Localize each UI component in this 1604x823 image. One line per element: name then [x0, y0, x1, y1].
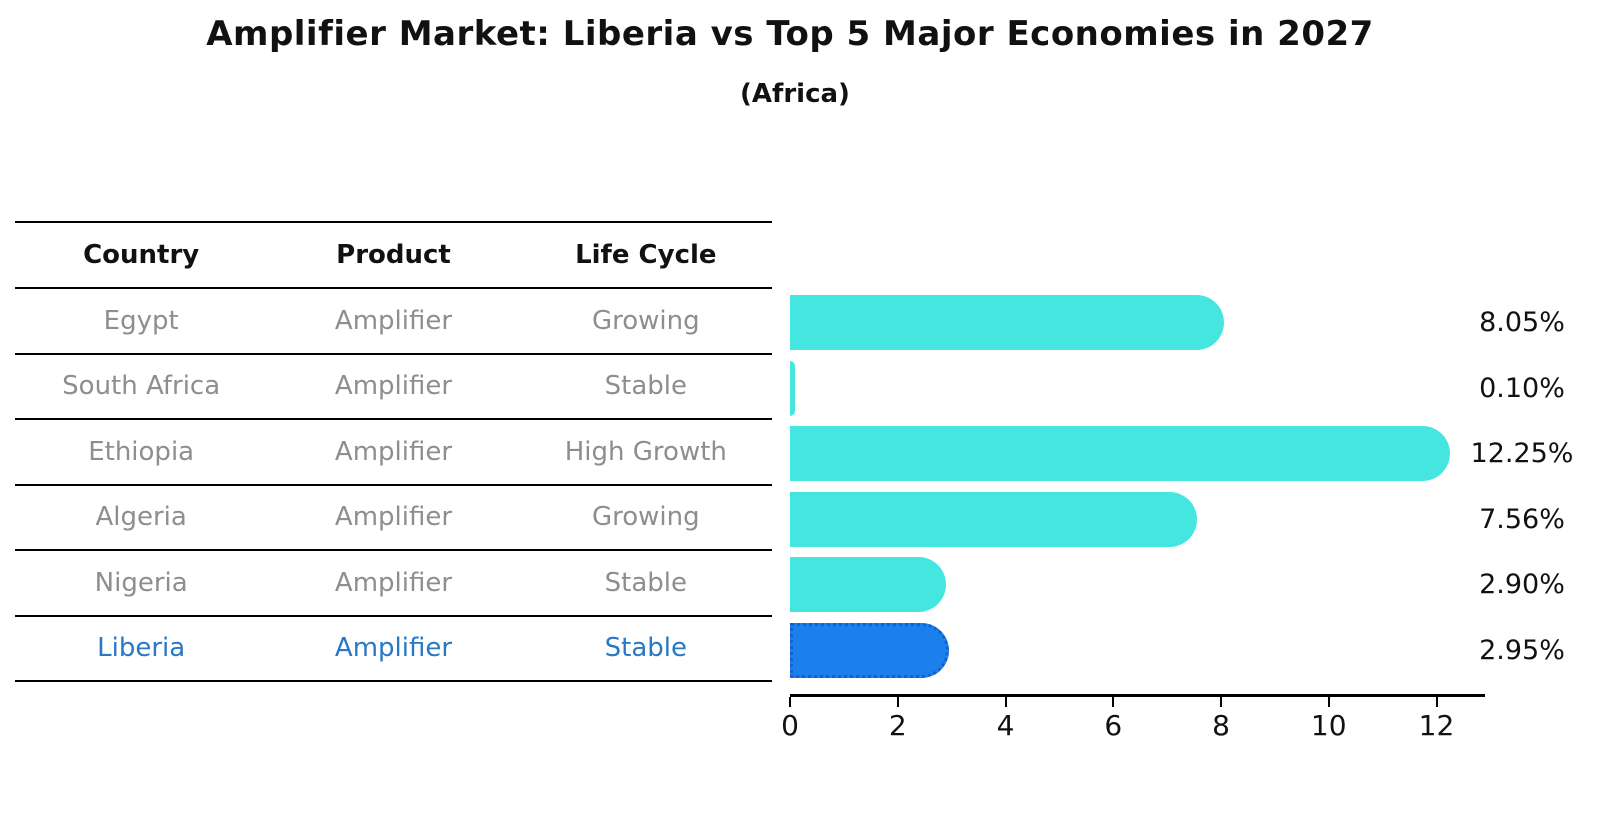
product-cell: Amplifier: [334, 567, 453, 598]
bar-row: [790, 290, 1485, 356]
x-tick-mark: [896, 697, 899, 707]
bar-liberia-highlighted: [790, 622, 949, 678]
x-tick-label: 4: [996, 709, 1015, 742]
column-header-country: Country: [83, 240, 200, 270]
country-cell: Egypt: [103, 305, 179, 336]
column-header-lifecycle: Life Cycle: [575, 240, 717, 270]
x-tick-label: 0: [781, 709, 799, 742]
country-table: Country Product Life Cycle Egypt Amplifi…: [15, 221, 772, 682]
x-axis-line: [790, 694, 1485, 697]
lifecycle-cell: Stable: [604, 371, 687, 402]
bar-algeria: [790, 491, 1198, 547]
bar-row: [790, 618, 1485, 684]
x-tick-label: 12: [1418, 709, 1455, 742]
product-cell: Amplifier: [334, 305, 453, 336]
table-header-row: Country Product Life Cycle: [15, 221, 772, 289]
value-label-egypt: 8.05%: [1479, 307, 1565, 339]
x-tick-label: 8: [1212, 709, 1230, 742]
page-subtitle: (Africa): [740, 79, 850, 109]
x-tick-label: 6: [1104, 709, 1123, 742]
x-tick-label: 10: [1310, 709, 1347, 742]
product-cell: Amplifier: [334, 436, 453, 467]
bar-row: [790, 421, 1485, 487]
country-cell: Ethiopia: [88, 436, 195, 467]
product-cell: Amplifier: [334, 371, 453, 402]
value-label-south-africa: 0.10%: [1479, 372, 1565, 404]
country-cell: Algeria: [95, 502, 187, 533]
x-tick-mark: [1220, 697, 1222, 707]
x-tick-label: 2: [888, 709, 907, 742]
bar-nigeria: [790, 557, 947, 613]
column-header-product: Product: [336, 240, 451, 270]
table-row-south-africa: South Africa Amplifier Stable: [15, 355, 772, 420]
value-label-algeria: 7.56%: [1479, 503, 1565, 535]
x-tick-mark: [1112, 697, 1115, 707]
x-tick-mark: [789, 697, 791, 707]
value-label-column: 8.05% 0.10% 12.25% 7.56% 2.90% 2.95%: [1462, 290, 1582, 683]
country-cell: South Africa: [62, 371, 221, 402]
bar-egypt: [790, 295, 1224, 351]
table-row-liberia-highlighted: Liberia Amplifier Stable: [15, 617, 772, 682]
page-title: Amplifier Market: Liberia vs Top 5 Major…: [206, 14, 1374, 54]
x-tick-mark: [1435, 697, 1438, 707]
bar-row: [790, 487, 1485, 553]
country-cell: Liberia: [97, 633, 186, 664]
value-label-liberia: 2.95%: [1479, 634, 1565, 666]
bar-ethiopia: [790, 426, 1450, 482]
value-label-ethiopia: 12.25%: [1470, 438, 1574, 470]
product-cell: Amplifier: [334, 502, 453, 533]
x-tick-mark: [1004, 697, 1007, 707]
bar-row: [790, 552, 1485, 618]
table-row-ethiopia: Ethiopia Amplifier High Growth: [15, 420, 772, 486]
bar-row: [790, 356, 1485, 422]
lifecycle-cell: Growing: [591, 305, 700, 336]
lifecycle-cell: Stable: [604, 633, 687, 664]
lifecycle-cell: Stable: [604, 567, 687, 598]
lifecycle-cell: High Growth: [564, 436, 727, 467]
product-cell: Amplifier: [334, 633, 453, 664]
table-row-egypt: Egypt Amplifier Growing: [15, 289, 772, 355]
bar-chart: [790, 290, 1485, 683]
table-row-algeria: Algeria Amplifier Growing: [15, 486, 772, 551]
country-cell: Nigeria: [94, 567, 188, 598]
table-row-nigeria: Nigeria Amplifier Stable: [15, 551, 772, 617]
value-label-nigeria: 2.90%: [1479, 569, 1565, 601]
lifecycle-cell: Growing: [591, 502, 700, 533]
bar-south-africa: [790, 360, 796, 416]
x-tick-mark: [1327, 697, 1330, 707]
